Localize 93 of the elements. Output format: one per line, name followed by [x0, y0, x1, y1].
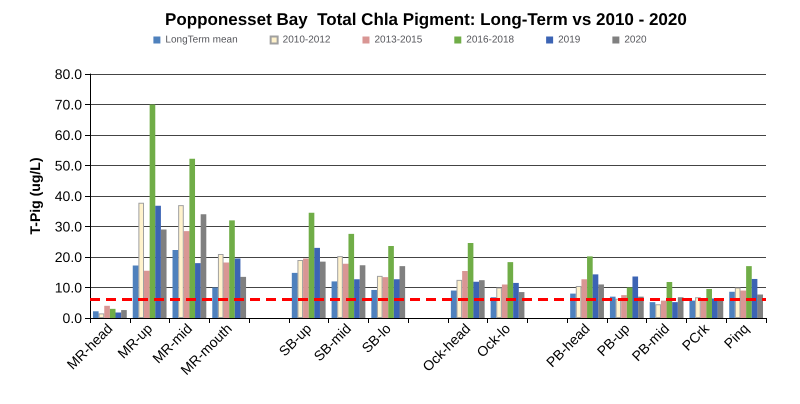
chart-title: Popponesset Bay Total Chla Pigment: Long-Term vs 2010 - 2020 — [165, 10, 687, 29]
bar — [360, 265, 366, 318]
y-tick-label: 60.0 — [54, 127, 82, 143]
bar — [172, 250, 178, 318]
bar — [121, 310, 127, 318]
legend-label: LongTerm mean — [165, 34, 238, 46]
bar — [371, 290, 377, 318]
legend-label: 2019 — [558, 34, 581, 46]
bar — [456, 280, 462, 318]
bar — [308, 212, 314, 318]
y-tick-label: 0.0 — [62, 310, 82, 326]
bar — [689, 300, 696, 318]
y-tick-label: 40.0 — [54, 188, 82, 204]
bar — [218, 254, 224, 318]
bar — [513, 282, 519, 318]
bar — [462, 271, 468, 318]
bar — [132, 266, 138, 318]
bar — [382, 277, 388, 318]
bar — [200, 214, 206, 318]
legend-label: 2016-2018 — [466, 34, 515, 46]
legend-label: 2020 — [624, 34, 648, 46]
bar — [752, 278, 758, 318]
bar — [502, 284, 508, 318]
bar — [581, 279, 588, 318]
y-tick-label: 10.0 — [54, 280, 82, 296]
bar — [104, 306, 110, 318]
bar — [155, 206, 161, 318]
bar — [508, 262, 514, 318]
bar — [672, 302, 678, 318]
bar — [473, 282, 480, 318]
bar — [234, 258, 240, 318]
bar — [138, 202, 144, 318]
bar — [160, 230, 167, 318]
y-axis-title: T-Pig (ug/L) — [27, 158, 43, 234]
y-tick-label: 80.0 — [54, 66, 82, 82]
bar — [354, 279, 360, 318]
bar — [587, 256, 593, 318]
y-tick-label: 20.0 — [54, 249, 82, 265]
bar — [184, 231, 190, 318]
bar — [195, 263, 201, 318]
bar — [660, 300, 667, 318]
bar — [240, 276, 246, 318]
bar — [592, 274, 598, 318]
bar — [303, 258, 309, 318]
bar — [655, 304, 661, 318]
bar — [706, 289, 712, 318]
bar — [729, 292, 735, 318]
bar — [320, 262, 326, 318]
bar — [229, 220, 235, 318]
bar — [292, 272, 298, 318]
y-tick-label: 50.0 — [54, 158, 82, 174]
bar — [388, 246, 394, 318]
legend-label: 2013-2015 — [374, 34, 423, 46]
bar — [712, 298, 718, 318]
bar — [479, 280, 485, 318]
bar — [695, 297, 701, 318]
bar — [632, 276, 638, 318]
bar — [666, 282, 672, 318]
bar — [626, 288, 632, 318]
bar — [650, 302, 656, 318]
y-tick-label: 70.0 — [54, 96, 82, 112]
bar — [144, 270, 150, 318]
bar — [98, 313, 104, 318]
bar — [110, 308, 116, 318]
bar — [757, 294, 764, 318]
bar — [450, 290, 456, 318]
bar — [598, 284, 604, 318]
bar — [496, 288, 502, 318]
bar — [746, 266, 752, 318]
bar — [224, 262, 230, 318]
bar — [297, 260, 304, 318]
bar — [150, 104, 156, 318]
bar — [92, 311, 99, 318]
bar — [178, 205, 184, 318]
bar — [468, 242, 474, 318]
bar — [740, 290, 746, 318]
y-tick-label: 30.0 — [54, 218, 82, 234]
x-tick-label: Pinq — [720, 320, 752, 352]
bar — [189, 158, 196, 318]
bar — [116, 312, 122, 318]
bar — [518, 292, 524, 318]
bar — [376, 276, 383, 318]
bar — [616, 298, 622, 318]
bar — [400, 266, 406, 318]
bar — [348, 234, 354, 318]
bar — [314, 248, 320, 318]
legend-label: 2010-2012 — [282, 34, 331, 46]
bar — [610, 296, 616, 318]
bar — [678, 297, 684, 318]
bar — [337, 256, 343, 318]
bar — [342, 264, 348, 318]
bar — [212, 288, 218, 318]
bar — [576, 286, 582, 318]
